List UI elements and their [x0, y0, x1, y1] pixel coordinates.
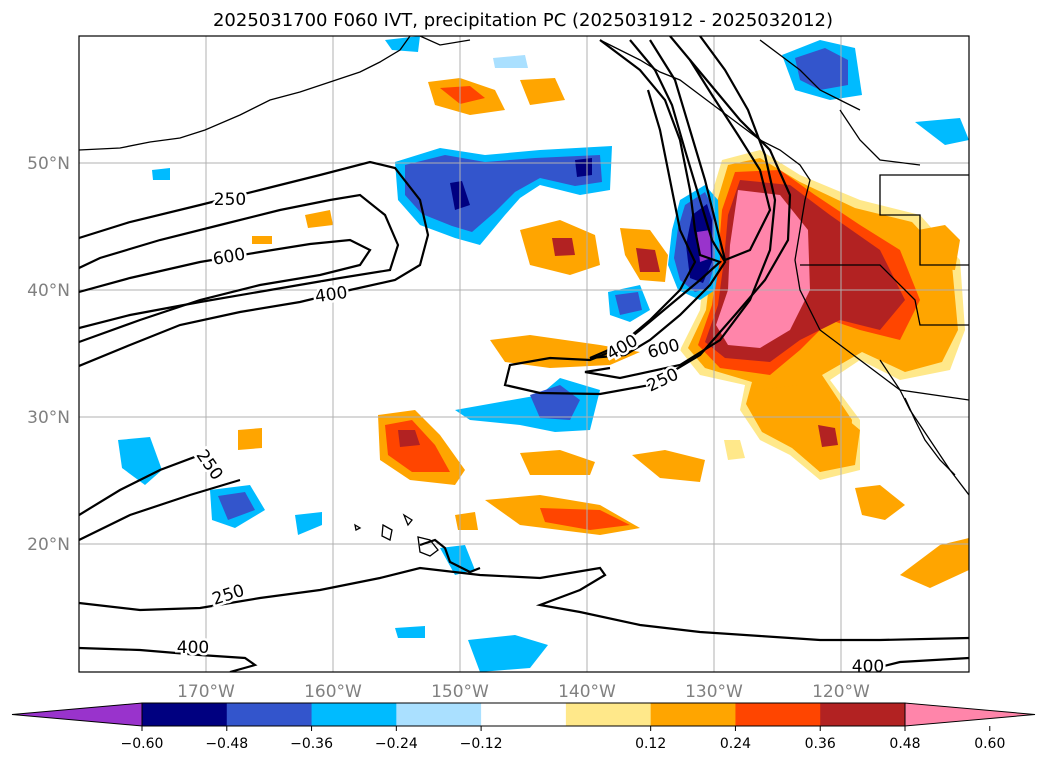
colorbar-extend-low [11, 702, 143, 727]
map-area: 250 600 400 250 250 400 400 600 250 400 [79, 36, 969, 677]
colorbar-swatch [311, 703, 397, 726]
contour-label-250-north: 250 [214, 190, 246, 210]
ivt-contour-inner [584, 36, 777, 380]
ivt-contour-400-south [79, 478, 241, 541]
colorbar-tick-label: 0.60 [974, 736, 1005, 752]
anomaly-region-e [490, 335, 640, 368]
anomaly-region-i-core [540, 508, 630, 530]
anomaly-region-g [520, 450, 595, 475]
colorbar-tick-label: 0.24 [720, 736, 751, 752]
colorbar-tick-label: 0.12 [635, 736, 666, 752]
anomaly-region-north-pacific-core [405, 155, 602, 232]
colorbar-tick-label: −0.24 [375, 736, 418, 752]
colorbar-tick-label: −0.12 [460, 736, 503, 752]
colorbar-swatch [820, 703, 906, 726]
colorbar-swatch [735, 703, 821, 726]
ivt-contour-600-north [79, 238, 372, 344]
anomaly-region-p [918, 225, 960, 270]
anomaly-region-j [855, 485, 905, 520]
coastlines [79, 36, 969, 557]
colorbar-swatch [142, 703, 228, 726]
colorbar-swatch [226, 703, 313, 726]
positive-anomaly-regions [238, 78, 969, 588]
lat-label-40n: 40°N [27, 281, 70, 301]
ivt-contour-400-north [79, 193, 400, 330]
ivt-contour-400-trough [589, 39, 727, 360]
lat-label-50n: 50°N [27, 154, 70, 174]
anomaly-region-l [238, 428, 262, 450]
colorbar-swatch [481, 703, 567, 726]
ivt-contour-island [419, 538, 481, 574]
colorbar-swatch [396, 703, 482, 726]
anomaly-region-t-core [218, 492, 255, 520]
colorbar-swatch [565, 703, 652, 726]
negative-anomaly-regions [118, 36, 969, 672]
lat-label-30n: 30°N [27, 408, 70, 428]
anomaly-region-z [395, 626, 425, 638]
ivt-contours [79, 36, 969, 672]
anomaly-region-k [900, 538, 969, 588]
ivt-contour-250-south [79, 453, 216, 516]
colorbar [11, 702, 1036, 727]
graticule [79, 36, 969, 672]
anomaly-region-east-subtropical [760, 385, 860, 472]
lat-label-20n: 20°N [27, 535, 70, 555]
anomaly-region-n [252, 236, 272, 244]
anomaly-region-m [305, 210, 333, 228]
colorbar-tick-label: 0.36 [805, 736, 836, 752]
ivt-contour-250-north [79, 160, 430, 368]
anomaly-region-f-inner [398, 430, 420, 447]
lon-label-130w: 130°W [685, 682, 743, 702]
anomaly-region-r-core [615, 292, 642, 315]
anomaly-region-aa [152, 168, 170, 180]
colorbar-extend-high [904, 702, 1036, 727]
ivt-contour-400-south-2 [79, 646, 258, 672]
anomaly-region-north-pacific-inner-2 [575, 158, 592, 177]
anomaly-region-east-subtropical-core [818, 425, 838, 447]
anomaly-region-canada [915, 118, 969, 145]
colorbar-tick-label: −0.48 [205, 736, 248, 752]
colorbar-tick-label: −0.60 [121, 736, 164, 752]
colorbar-frame [141, 702, 906, 727]
anomaly-region-o [455, 512, 478, 530]
anomaly-region-v [440, 545, 475, 575]
anomaly-region-d-core [636, 248, 660, 272]
colorbar-tick-label: −0.36 [290, 736, 333, 752]
ivt-contour-400-east [859, 656, 969, 672]
lon-label-150w: 150°W [431, 682, 489, 702]
colorbar-ticks: −0.60 −0.48 −0.36 −0.24 −0.12 0.12 0.24 0.36 0.4… [121, 726, 1005, 752]
anomaly-region-ne-pacific-core [795, 48, 848, 90]
latitude-labels: 50°N 40°N 30°N 20°N [27, 154, 70, 555]
anomaly-region-q [724, 440, 745, 460]
anomaly-region-w [385, 36, 420, 52]
anomaly-region-a-core [440, 86, 485, 104]
longitude-labels: 170°W 160°W 150°W 140°W 130°W 120°W [177, 682, 870, 702]
contour-label-400-east: 400 [852, 657, 884, 677]
anomaly-region-x [493, 55, 528, 68]
anomaly-region-b [520, 78, 565, 105]
lon-label-160w: 160°W [304, 682, 362, 702]
map-title: 2025031700 F060 IVT, precipitation PC (2… [213, 10, 833, 31]
ivt-contour-600-trough [649, 39, 772, 262]
anomaly-region-c-core [552, 238, 575, 256]
anomaly-region-h [632, 450, 705, 482]
ivt-contour-250-trough [503, 36, 792, 396]
anomaly-region-u [468, 635, 548, 672]
ivt-contour-250-subtrop [79, 566, 969, 642]
anomaly-region-s [118, 437, 162, 485]
map-frame [78, 35, 970, 673]
colorbar-swatch [650, 703, 736, 726]
lon-label-170w: 170°W [177, 682, 235, 702]
contour-label-400-southwest: 400 [177, 638, 209, 658]
colorbar-tick-label: 0.48 [889, 736, 920, 752]
lon-label-140w: 140°W [558, 682, 616, 702]
lon-label-120w: 120°W [812, 682, 870, 702]
anomaly-region-y [295, 512, 322, 535]
